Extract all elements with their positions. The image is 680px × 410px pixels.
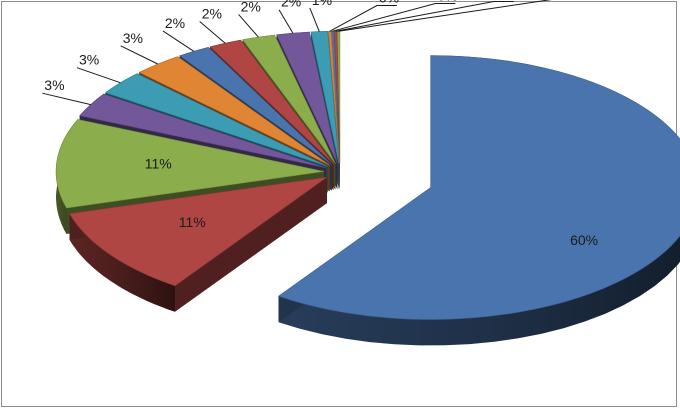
pie-slice-9	[242, 34, 336, 164]
slice-label: 2%	[241, 0, 261, 14]
leader-line	[335, 0, 514, 32]
leader-line	[162, 30, 195, 52]
slice-label: 2%	[165, 15, 185, 31]
pie-slice-5	[104, 73, 328, 167]
slice-label: 3%	[44, 77, 64, 93]
leader-line	[120, 45, 158, 65]
leader-line	[42, 92, 91, 106]
slice-label: 2%	[281, 0, 301, 10]
slice-label: 2%	[202, 6, 222, 22]
leader-line	[199, 21, 226, 44]
pie-slice-3	[55, 119, 325, 209]
leader-line	[309, 7, 320, 32]
pie-slice-10	[276, 31, 338, 164]
pie-slice-side-shade	[69, 213, 175, 312]
slice-label: 11%	[145, 155, 172, 171]
pie-slice-6	[138, 56, 330, 166]
leader-line	[338, 0, 552, 32]
leader-line	[278, 9, 294, 34]
pie-slice-2	[69, 176, 328, 287]
leader-line	[76, 67, 121, 84]
leader-line	[332, 3, 456, 32]
slice-label: 3%	[79, 52, 99, 68]
slice-label: 3%	[123, 30, 143, 46]
leader-line	[238, 14, 259, 38]
slice-label: 0%	[496, 0, 516, 2]
slice-label: 0%	[379, 0, 399, 6]
leader-line	[329, 5, 397, 32]
pie-slice-wall	[175, 177, 328, 312]
slice-label: 1%	[312, 0, 332, 8]
slice-label: 0%	[437, 0, 457, 4]
slice-label: 11%	[179, 214, 206, 230]
pie-slice-1	[277, 55, 680, 320]
pie-slice-side-shade	[278, 55, 680, 346]
slice-label: 60%	[570, 232, 598, 248]
